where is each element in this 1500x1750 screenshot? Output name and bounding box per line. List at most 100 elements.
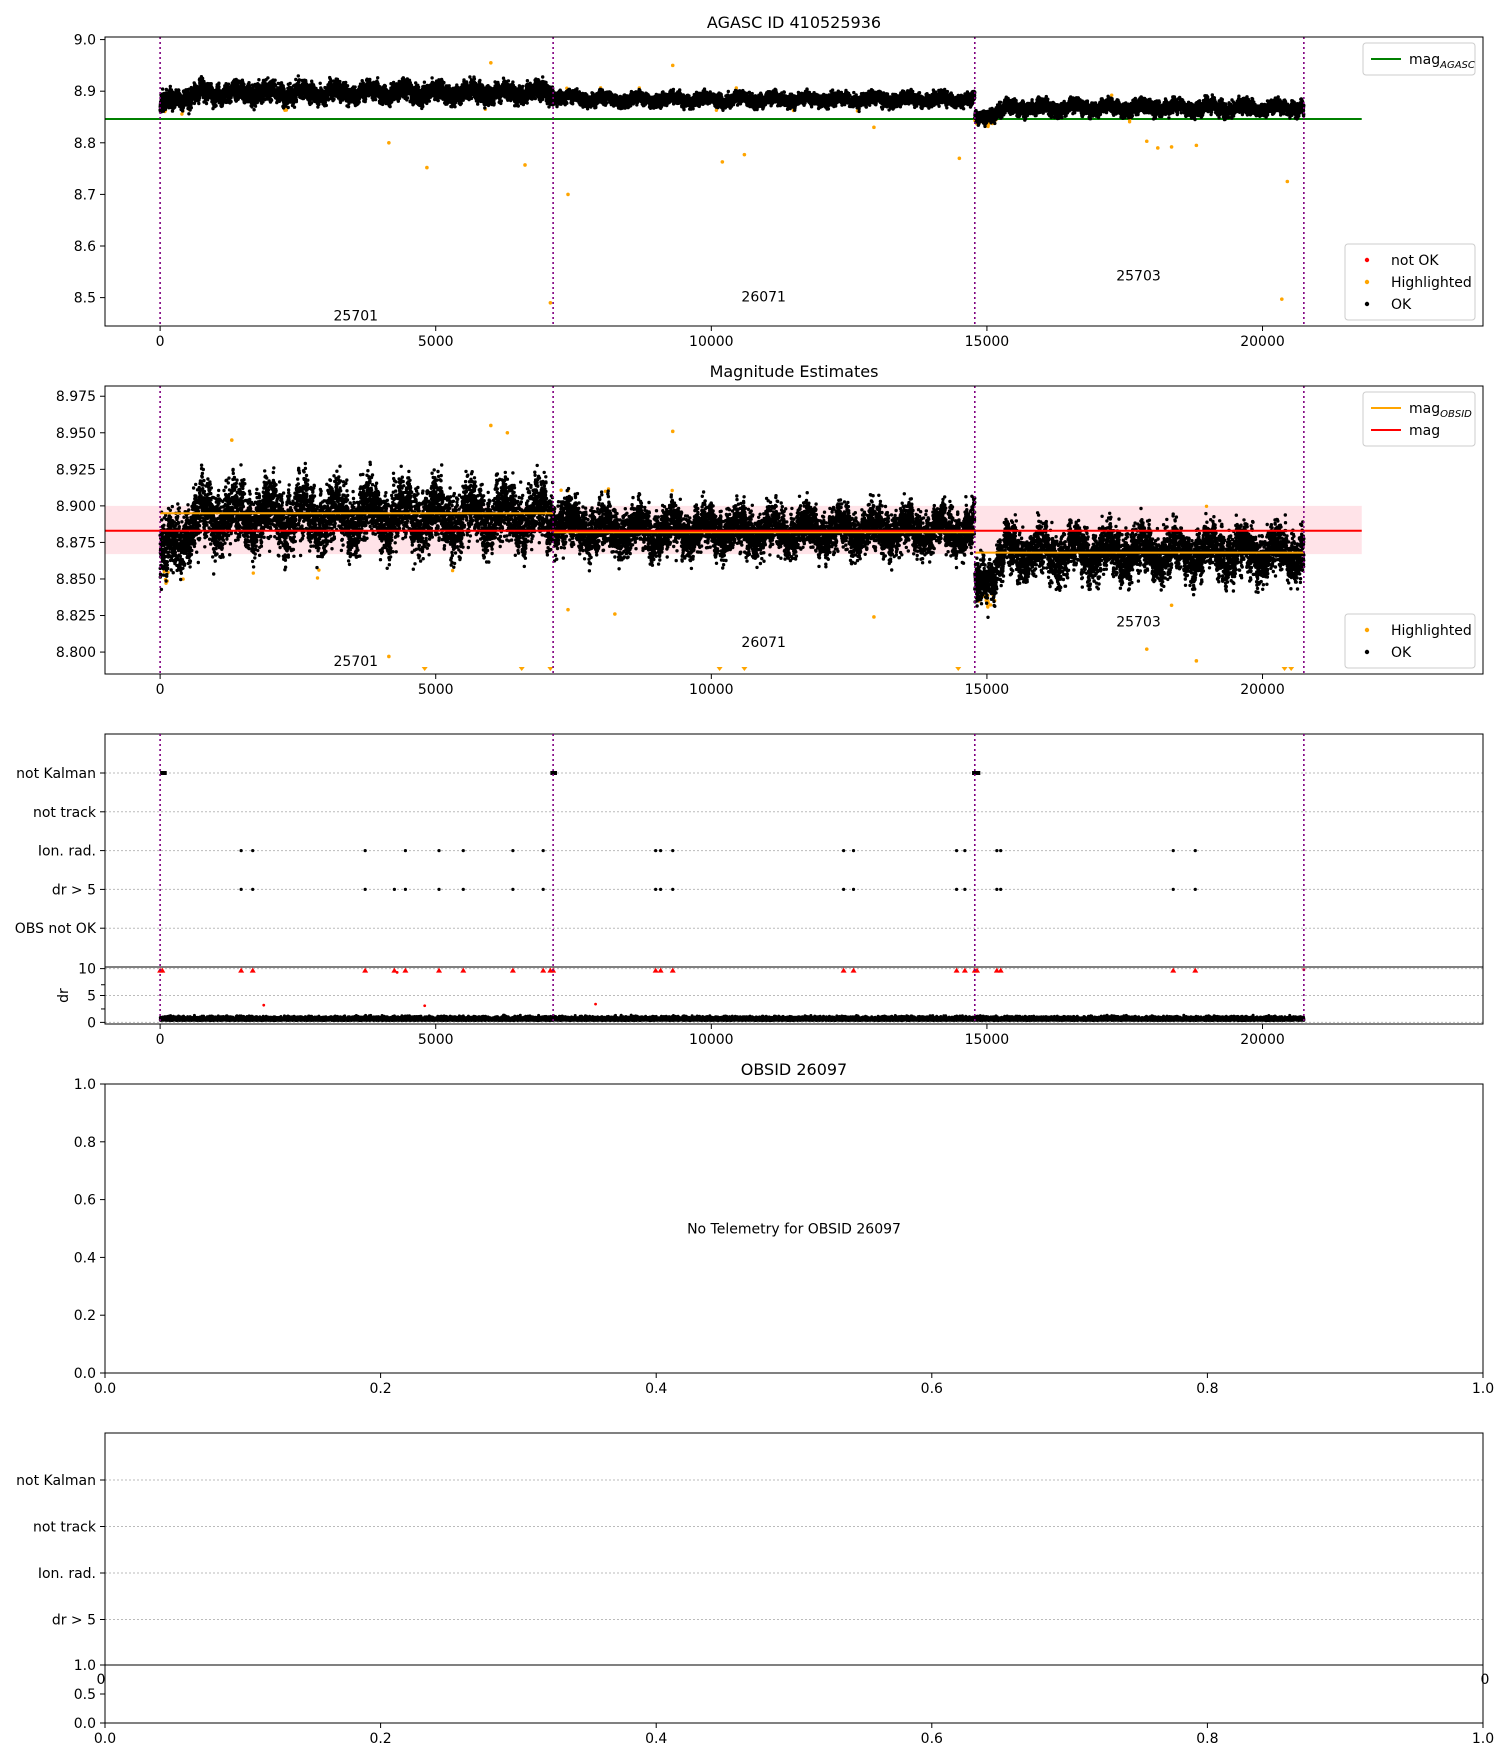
flag-rows: not Kalman not track Ion. rad. dr > 5 OBS no… — [15, 766, 1483, 937]
obsid-label: 26071 — [741, 635, 786, 651]
flag-point — [999, 849, 1003, 853]
flag-point — [511, 849, 515, 853]
panel-agasc-magnitude: AGASC ID 410525936 25701 26071 25703 magAGAS… — [74, 13, 1484, 350]
flag-point — [363, 887, 367, 892]
legend-label-subscript: OBSID — [1440, 409, 1472, 420]
outlier-point — [548, 300, 553, 305]
flag-point — [955, 887, 959, 892]
dr-clipped-marker — [973, 967, 980, 973]
flag-point — [654, 849, 658, 853]
flag-point — [541, 849, 545, 853]
outlier-point — [1144, 139, 1149, 144]
y-tick-label: 1.0 — [74, 1658, 96, 1674]
y-tick-label: 8.875 — [56, 535, 96, 551]
x-tick-label: 0.0 — [94, 1731, 116, 1747]
dr-clipped-marker — [1170, 967, 1177, 973]
x-tick-label: 0.4 — [645, 1381, 667, 1397]
no-telemetry-note: No Telemetry for OBSID 26097 — [687, 1222, 901, 1238]
flag-point — [251, 849, 255, 853]
legend-label-main: mag — [1409, 401, 1440, 417]
y-tick-label: 1.0 — [74, 1077, 96, 1093]
legend-dot-swatch — [1364, 257, 1370, 263]
y-tick-label: 0.8 — [74, 1135, 96, 1151]
flag-point — [251, 887, 255, 892]
clipped-marker — [955, 667, 962, 671]
dr-clipped-marker — [669, 967, 676, 973]
panel-obsid-dr: 0.0 0.2 0.4 0.6 0.8 1.0 0.0 0.5 1.0 — [74, 1658, 1494, 1747]
plot-area — [105, 61, 1362, 305]
flag-point — [671, 887, 675, 892]
outlier-point — [1285, 179, 1290, 184]
flag-point — [511, 887, 515, 892]
dr-clipped-marker — [540, 967, 547, 973]
flag-point — [403, 887, 408, 892]
legend-dot-swatch — [1364, 649, 1370, 655]
legend-dot-swatch — [1364, 627, 1370, 633]
flag-point — [671, 849, 675, 853]
dr-clipped-marker — [961, 967, 968, 973]
outlier-point — [957, 156, 962, 161]
y-tick-label: 5 — [87, 989, 96, 1005]
legend-label: Highlighted — [1391, 623, 1472, 639]
flag-point — [999, 887, 1003, 892]
x-tick-label: 0.2 — [369, 1381, 391, 1397]
clipped-marker — [716, 667, 723, 671]
flag-span — [972, 771, 981, 775]
panel-dr: dr 0 5000 10000 15000 20000 0 5 10 — [56, 962, 1484, 1048]
flag-label: dr > 5 — [52, 882, 96, 898]
outlier-point — [489, 61, 493, 65]
legend-label: not OK — [1391, 253, 1439, 269]
flag-point — [239, 849, 243, 853]
panel-title: OBSID 26097 — [741, 1060, 847, 1079]
y-tick-label: 0.4 — [74, 1250, 96, 1266]
ok-points — [158, 74, 1306, 129]
legend: not OK Highlighted OK — [1344, 243, 1476, 321]
y-tick-label: 0.0 — [74, 1716, 96, 1732]
legend-label-subscript: AGASC — [1439, 60, 1475, 71]
axes-frame — [104, 966, 1484, 1025]
outlier-point — [1280, 297, 1284, 301]
outlier-point — [523, 163, 527, 167]
clipped-marker — [421, 667, 428, 671]
legend-dot-swatch — [1364, 279, 1370, 285]
y-tick-label: 8.950 — [56, 426, 96, 442]
dr-clipped-marker — [850, 967, 857, 973]
panel-title: AGASC ID 410525936 — [707, 13, 881, 32]
flag-point — [403, 849, 408, 853]
y-tick-label: 8.6 — [74, 239, 96, 255]
obsid-label: 25703 — [1116, 614, 1161, 630]
dr-clipped-marker — [1192, 967, 1199, 973]
flag-point — [461, 849, 465, 853]
dr-clipped-marker — [249, 967, 256, 973]
y-tick-label: 8.900 — [56, 499, 96, 515]
legend-label-main: mag — [1409, 52, 1440, 68]
flag-point — [955, 849, 959, 853]
legend-label-main: OK — [1391, 645, 1412, 661]
flag-point — [461, 887, 465, 892]
plot-area — [105, 423, 1362, 671]
flag-label: dr > 5 — [52, 1613, 96, 1629]
flag-label: Ion. rad. — [38, 844, 96, 860]
dr-clipped-marker — [391, 967, 398, 973]
dr-clipped-marker — [509, 967, 516, 973]
legend-label-main: not OK — [1391, 253, 1439, 269]
legend-label-main: mag — [1409, 423, 1440, 439]
y-tick-label: 8.8 — [74, 136, 96, 152]
clipped-marker — [1281, 667, 1288, 671]
flag-point — [842, 849, 846, 853]
outlier-point — [1169, 145, 1174, 149]
x-tick-label: 0 — [156, 334, 165, 350]
axes-frame — [104, 1664, 1484, 1724]
outlier-point — [1194, 659, 1199, 663]
panel-title: Magnitude Estimates — [710, 362, 879, 381]
x-tick-label: 5000 — [418, 334, 454, 350]
x-tick-label: 0.0 — [94, 1381, 116, 1397]
x-tick-label: 0 — [156, 1032, 165, 1048]
legend-label-main: Highlighted — [1391, 275, 1472, 291]
dr-clipped-marker — [362, 967, 369, 973]
dr-outlier — [594, 1002, 597, 1006]
legend: magAGASC — [1362, 42, 1476, 76]
legend-dot-swatch — [1364, 301, 1370, 307]
